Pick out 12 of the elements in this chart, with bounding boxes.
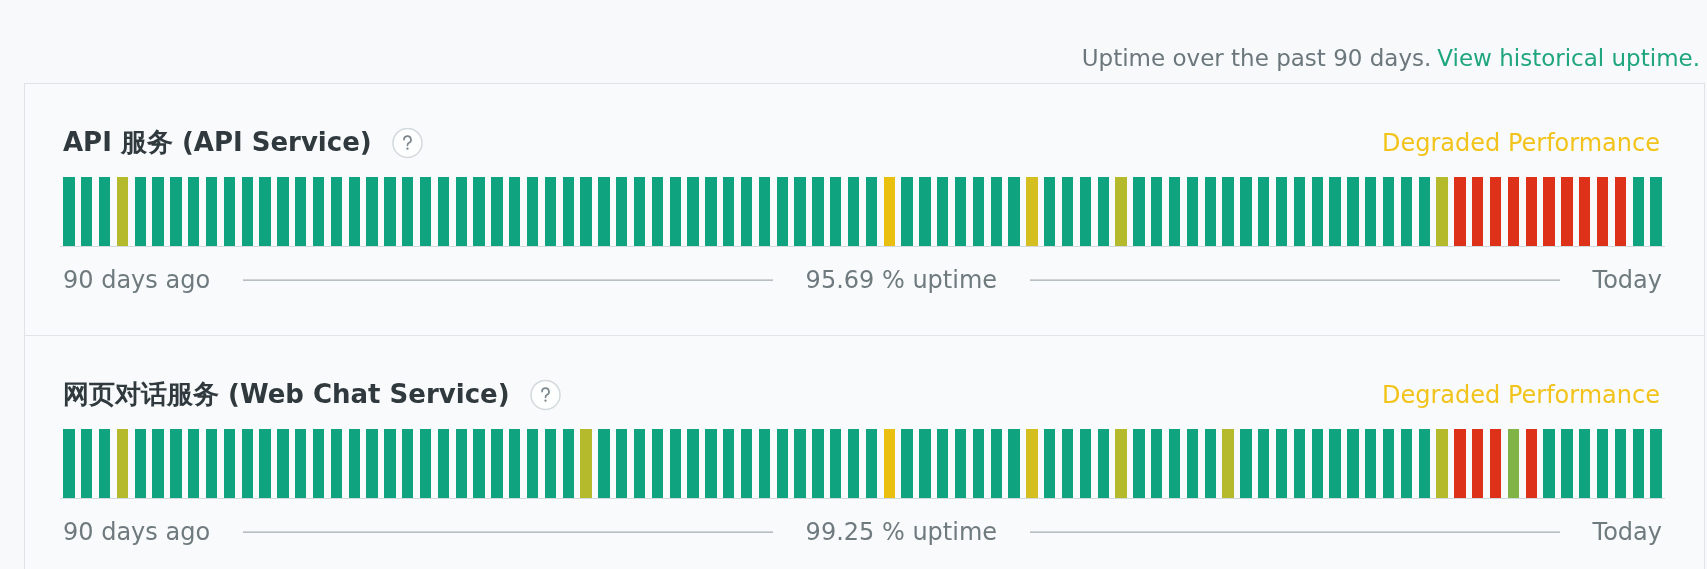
text: Degraded Performance (1381, 128, 1660, 158)
chart-title: API 服务 (API Service) (63, 127, 372, 159)
text: Degraded Performance (1381, 380, 1660, 410)
text: 99.25 % uptime (805, 517, 998, 547)
text: 90 days ago (63, 265, 211, 295)
text: Today (1592, 265, 1662, 295)
text: Uptime over the past 90 days. (1081, 45, 1432, 72)
text: Today (1592, 517, 1662, 547)
text: 95.69 % uptime (805, 265, 998, 295)
text: 90 days ago (63, 517, 211, 547)
text: View historical uptime. (1437, 45, 1700, 72)
chart-title: 网页对话服务 (Web Chat Service) (63, 379, 510, 411)
